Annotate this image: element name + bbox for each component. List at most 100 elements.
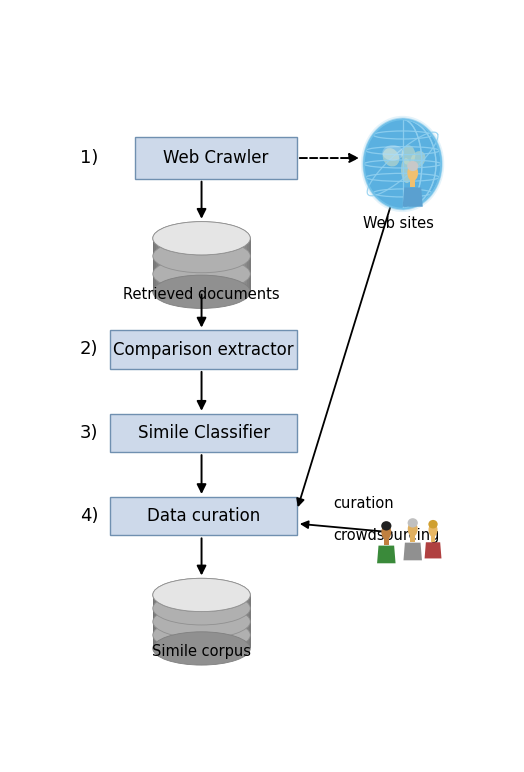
Bar: [182, 256, 184, 274]
Bar: [184, 635, 185, 648]
Bar: [233, 274, 234, 292]
Bar: [208, 635, 210, 648]
Bar: [195, 239, 197, 256]
Bar: [206, 595, 209, 608]
Bar: [218, 621, 220, 635]
Bar: [195, 256, 197, 274]
Bar: [168, 635, 169, 648]
Bar: [223, 621, 225, 635]
Bar: [169, 256, 171, 274]
Bar: [234, 621, 236, 635]
Bar: [179, 595, 181, 608]
Bar: [234, 635, 236, 648]
Bar: [242, 239, 244, 256]
Bar: [244, 621, 246, 635]
Bar: [226, 256, 228, 274]
Bar: [223, 635, 225, 648]
Bar: [168, 621, 169, 635]
Bar: [156, 635, 158, 648]
Bar: [218, 635, 220, 648]
Bar: [172, 256, 174, 274]
Bar: [180, 256, 182, 274]
Bar: [198, 256, 200, 274]
Bar: [195, 274, 197, 292]
Ellipse shape: [408, 518, 418, 527]
Bar: [190, 256, 192, 274]
Bar: [226, 274, 228, 292]
Bar: [227, 274, 230, 292]
Bar: [198, 608, 200, 621]
Bar: [198, 274, 200, 292]
Bar: [155, 621, 157, 635]
Bar: [384, 536, 389, 545]
Text: Web sites: Web sites: [363, 216, 434, 231]
Bar: [239, 621, 241, 635]
Bar: [205, 608, 207, 621]
Bar: [224, 239, 226, 256]
Bar: [198, 621, 200, 635]
Bar: [241, 621, 243, 635]
FancyBboxPatch shape: [135, 137, 297, 179]
Bar: [162, 635, 165, 648]
Bar: [206, 608, 209, 621]
Bar: [189, 621, 191, 635]
Bar: [179, 274, 181, 292]
Bar: [187, 635, 189, 648]
Bar: [171, 595, 173, 608]
Bar: [162, 621, 165, 635]
Bar: [214, 608, 216, 621]
Bar: [244, 239, 246, 256]
Bar: [159, 608, 161, 621]
Bar: [200, 621, 202, 635]
Bar: [226, 608, 228, 621]
Bar: [224, 256, 226, 274]
Bar: [156, 595, 158, 608]
Ellipse shape: [153, 222, 250, 255]
Bar: [221, 608, 223, 621]
Bar: [229, 635, 231, 648]
Bar: [156, 239, 158, 256]
Bar: [249, 274, 250, 292]
Bar: [169, 239, 171, 256]
Bar: [234, 274, 236, 292]
Bar: [171, 621, 173, 635]
Bar: [236, 608, 238, 621]
Bar: [162, 239, 165, 256]
Text: 4): 4): [80, 507, 98, 525]
Bar: [245, 621, 247, 635]
Bar: [239, 274, 241, 292]
Bar: [169, 635, 171, 648]
Bar: [153, 239, 155, 256]
Bar: [233, 635, 234, 648]
Bar: [218, 608, 220, 621]
Bar: [192, 256, 194, 274]
Bar: [176, 635, 178, 648]
Bar: [223, 595, 225, 608]
Bar: [245, 635, 247, 648]
Bar: [229, 256, 231, 274]
Bar: [233, 608, 234, 621]
Bar: [179, 608, 181, 621]
Bar: [220, 274, 222, 292]
Bar: [158, 256, 160, 274]
Bar: [164, 274, 166, 292]
Ellipse shape: [383, 145, 403, 161]
Bar: [179, 239, 181, 256]
Bar: [190, 274, 192, 292]
Bar: [241, 608, 243, 621]
Bar: [236, 239, 238, 256]
Ellipse shape: [153, 631, 250, 665]
Bar: [224, 635, 226, 648]
Bar: [224, 608, 226, 621]
Bar: [223, 256, 225, 274]
Bar: [200, 239, 202, 256]
Bar: [242, 635, 244, 648]
Bar: [237, 274, 239, 292]
Bar: [156, 256, 158, 274]
Bar: [158, 595, 160, 608]
Bar: [218, 256, 220, 274]
Bar: [187, 274, 189, 292]
Bar: [168, 595, 169, 608]
Bar: [206, 239, 209, 256]
Bar: [184, 239, 185, 256]
